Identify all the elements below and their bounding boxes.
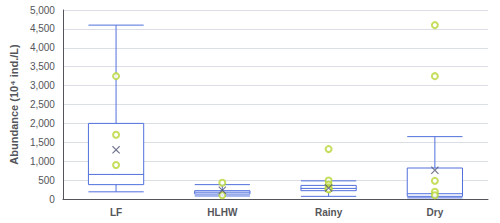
svg-text:4,500: 4,500 [30,23,55,34]
svg-text:Dry: Dry [427,207,444,218]
svg-text:0: 0 [49,194,55,205]
svg-text:500: 500 [38,175,55,186]
svg-text:3,000: 3,000 [30,80,55,91]
svg-text:HLHW: HLHW [207,207,238,218]
svg-text:LF: LF [110,207,122,218]
svg-text:3,500: 3,500 [30,61,55,72]
svg-text:2,500: 2,500 [30,99,55,110]
svg-text:4,000: 4,000 [30,42,55,53]
svg-text:5,000: 5,000 [30,5,55,16]
svg-text:1,500: 1,500 [30,137,55,148]
svg-text:2,000: 2,000 [30,118,55,129]
svg-text:1,000: 1,000 [30,156,55,167]
svg-text:Abundance (10⁴ ind./L): Abundance (10⁴ ind./L) [8,44,20,165]
svg-text:Rainy: Rainy [315,207,343,218]
